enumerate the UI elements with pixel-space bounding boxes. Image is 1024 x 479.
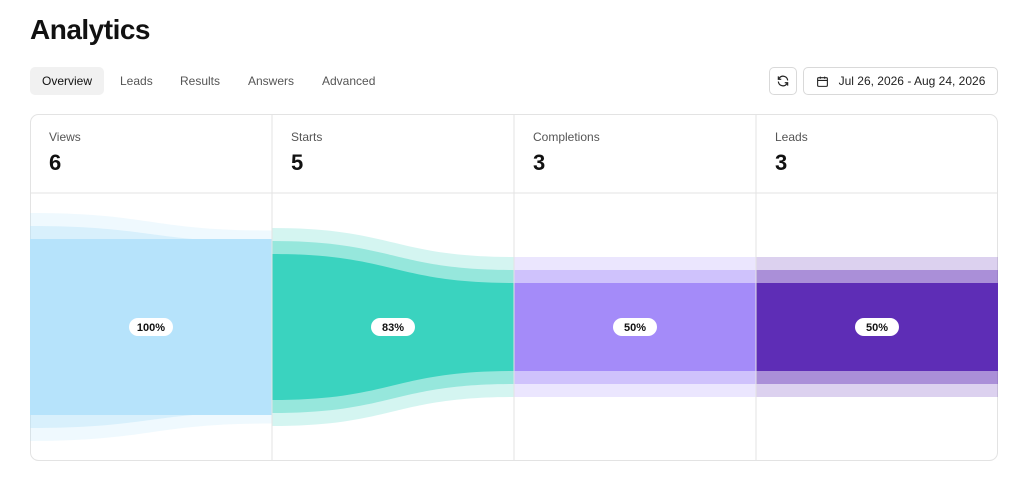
stage-value: 6 xyxy=(49,150,61,175)
band-halo xyxy=(756,270,998,384)
page-title: Analytics xyxy=(30,14,151,45)
percent-label: 83% xyxy=(382,322,404,334)
stage-name: Views xyxy=(49,130,81,144)
stage-name: Completions xyxy=(533,130,600,144)
refresh-icon xyxy=(777,75,789,87)
funnel-band xyxy=(514,283,756,371)
date-range-button[interactable]: Jul 26, 2026 - Aug 24, 2026 xyxy=(803,67,998,95)
band-halo xyxy=(30,226,272,428)
refresh-button[interactable] xyxy=(769,67,797,95)
band-halo xyxy=(30,213,272,441)
band-halo xyxy=(272,227,514,427)
percent-label: 50% xyxy=(866,322,888,334)
stage-value: 5 xyxy=(291,150,303,175)
percent-label: 50% xyxy=(624,322,646,334)
stage-value: 3 xyxy=(533,150,545,175)
funnel-band xyxy=(756,283,998,371)
tab[interactable]: Results xyxy=(180,74,221,88)
band-halo xyxy=(514,257,756,397)
percent-pill xyxy=(613,318,657,336)
stage-value: 3 xyxy=(775,150,787,175)
band-halo xyxy=(756,257,998,397)
funnel-band xyxy=(30,239,272,415)
funnel-band xyxy=(272,253,514,401)
panel xyxy=(30,114,998,461)
calendar-icon xyxy=(816,76,828,87)
percent-pill xyxy=(855,318,899,336)
stage-name: Starts xyxy=(291,130,322,144)
tab[interactable]: Answers xyxy=(248,74,295,88)
band-halo xyxy=(272,240,514,414)
band-halo xyxy=(514,270,756,384)
date-range: Jul 26, 2026 - Aug 24, 2026 xyxy=(838,74,986,88)
stage-name: Leads xyxy=(775,130,808,144)
tab[interactable]: Leads xyxy=(120,74,153,88)
tab[interactable]: Overview xyxy=(30,67,105,95)
percent-pill xyxy=(371,318,415,336)
percent-pill xyxy=(129,318,173,336)
tab[interactable]: Advanced xyxy=(322,74,376,88)
percent-label: 100% xyxy=(137,322,165,334)
